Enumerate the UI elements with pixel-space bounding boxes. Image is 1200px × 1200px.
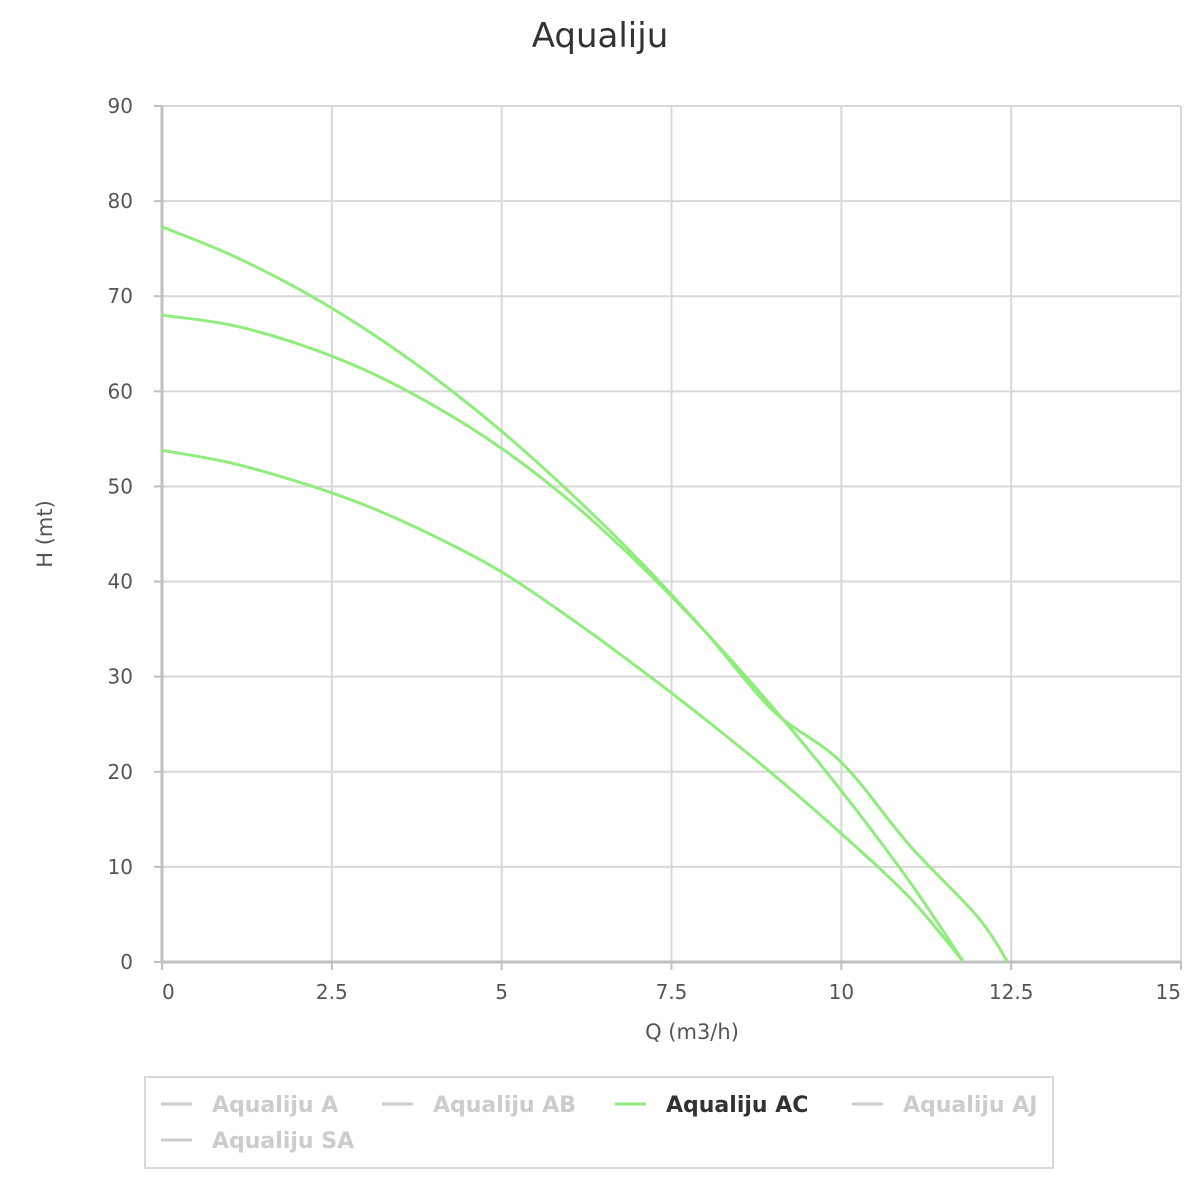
x-tick-label: 7.5 bbox=[656, 980, 688, 1004]
x-tick-label: 15 bbox=[1156, 980, 1181, 1004]
y-tick-label: 70 bbox=[108, 284, 133, 308]
series-line-3 bbox=[161, 225, 1010, 963]
legend-label: Aqualiju A bbox=[212, 1093, 338, 1118]
x-tick-label: 5 bbox=[495, 980, 508, 1004]
y-tick-label: 30 bbox=[108, 665, 133, 689]
y-tick-label: 80 bbox=[108, 189, 133, 213]
y-tick-label: 10 bbox=[108, 855, 133, 879]
y-axis-label: H (mt) bbox=[33, 500, 57, 568]
y-tick-label: 50 bbox=[108, 474, 133, 498]
y-tick-labels: 0 10 20 30 40 50 60 70 80 90 bbox=[108, 94, 133, 974]
legend-item-aqualiju-sa[interactable]: Aqualiju SA bbox=[161, 1129, 354, 1154]
axes bbox=[154, 105, 1182, 970]
grid-lines bbox=[161, 105, 1182, 963]
x-tick-label: 12.5 bbox=[989, 980, 1034, 1004]
y-tick-label: 0 bbox=[120, 950, 133, 974]
series-line-2 bbox=[161, 313, 965, 963]
chart-title: Aqualiju bbox=[532, 16, 669, 56]
legend-item-aqualiju-aj[interactable]: Aqualiju AJ bbox=[852, 1093, 1037, 1118]
x-tick-label: 2.5 bbox=[316, 980, 348, 1004]
legend-label: Aqualiju AJ bbox=[903, 1093, 1037, 1118]
legend-item-aqualiju-ab[interactable]: Aqualiju AB bbox=[382, 1093, 576, 1118]
series-lines bbox=[161, 225, 1010, 963]
legend-item-aqualiju-a[interactable]: Aqualiju A bbox=[161, 1093, 338, 1118]
legend: Aqualiju A Aqualiju AB Aqualiju AC Aqualiju… bbox=[161, 1093, 1037, 1154]
series-line-1 bbox=[161, 448, 965, 963]
x-tick-labels: 0 2.5 5 7.5 10 12.5 15 bbox=[162, 980, 1181, 1004]
legend-item-aqualiju-ac[interactable]: Aqualiju AC bbox=[615, 1093, 808, 1118]
legend-label: Aqualiju AB bbox=[433, 1093, 576, 1118]
y-tick-label: 20 bbox=[108, 760, 133, 784]
x-tick-label: 10 bbox=[829, 980, 854, 1004]
y-tick-label: 60 bbox=[108, 379, 133, 403]
x-tick-label: 0 bbox=[162, 980, 175, 1004]
legend-label: Aqualiju SA bbox=[212, 1129, 354, 1154]
y-tick-label: 90 bbox=[108, 94, 133, 118]
x-axis-label: Q (m3/h) bbox=[645, 1020, 739, 1044]
legend-box bbox=[144, 1076, 1054, 1169]
y-tick-label: 40 bbox=[108, 570, 133, 594]
legend-label: Aqualiju AC bbox=[666, 1093, 808, 1118]
